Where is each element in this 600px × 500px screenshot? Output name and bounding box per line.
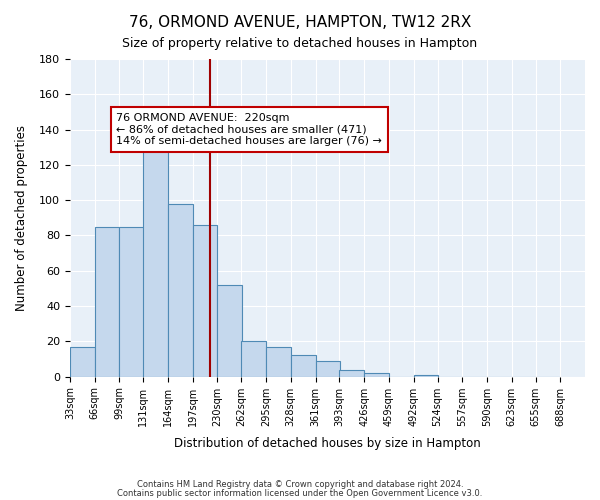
Bar	[119, 226, 144, 376]
Text: Contains public sector information licensed under the Open Government Licence v3: Contains public sector information licen…	[118, 488, 482, 498]
Text: 76, ORMOND AVENUE, HAMPTON, TW12 2RX: 76, ORMOND AVENUE, HAMPTON, TW12 2RX	[129, 15, 471, 30]
Bar	[316, 361, 340, 376]
Bar	[340, 370, 364, 376]
Bar	[193, 225, 217, 376]
Bar	[291, 356, 316, 376]
X-axis label: Distribution of detached houses by size in Hampton: Distribution of detached houses by size …	[174, 437, 481, 450]
Text: Size of property relative to detached houses in Hampton: Size of property relative to detached ho…	[122, 38, 478, 51]
Bar	[413, 375, 438, 376]
Bar	[95, 226, 119, 376]
Bar	[168, 204, 193, 376]
Bar	[364, 373, 389, 376]
Text: 76 ORMOND AVENUE:  220sqm
← 86% of detached houses are smaller (471)
14% of semi: 76 ORMOND AVENUE: 220sqm ← 86% of detach…	[116, 113, 382, 146]
Text: Contains HM Land Registry data © Crown copyright and database right 2024.: Contains HM Land Registry data © Crown c…	[137, 480, 463, 489]
Bar	[241, 342, 266, 376]
Bar	[217, 285, 242, 376]
Y-axis label: Number of detached properties: Number of detached properties	[15, 125, 28, 311]
Bar	[70, 346, 95, 376]
Bar	[266, 346, 291, 376]
Bar	[143, 117, 168, 376]
